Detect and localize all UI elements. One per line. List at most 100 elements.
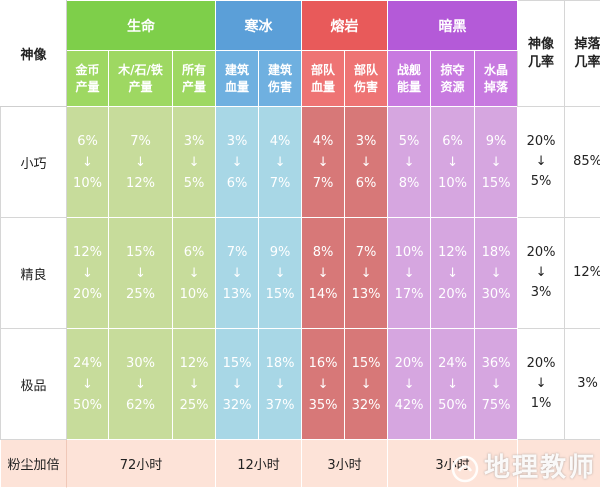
value-cell: 15%↓25% (109, 218, 173, 329)
sub-column-header: 掠夺资源 (431, 51, 475, 107)
value-cell: 5%↓8% (388, 107, 431, 218)
statue-rate-cell: 20%↓3% (518, 218, 565, 329)
statue-rate-header: 神像 几率 (518, 1, 565, 107)
value-cell: 16%↓35% (302, 329, 345, 440)
value-cell: 10%↓17% (388, 218, 431, 329)
arrow-down-icon: ↓ (67, 152, 108, 173)
group-header-ice: 寒冰 (216, 1, 302, 51)
row-label: 小巧 (1, 107, 67, 218)
statue-rate-cell: 20%↓5% (518, 107, 565, 218)
arrow-down-icon: ↓ (109, 374, 172, 395)
value-cell: 6%↓10% (67, 107, 109, 218)
value-cell: 36%↓75% (475, 329, 518, 440)
value-cell: 7%↓13% (345, 218, 388, 329)
arrow-down-icon: ↓ (518, 374, 564, 394)
statue-rate-cell: 20%↓1% (518, 329, 565, 440)
sub-column-header: 建筑伤害 (259, 51, 302, 107)
value-cell: 7%↓12% (109, 107, 173, 218)
value-cell: 8%↓14% (302, 218, 345, 329)
watermark: 地理教师 (450, 447, 596, 484)
sub-column-header: 部队血量 (302, 51, 345, 107)
arrow-down-icon: ↓ (431, 152, 474, 173)
arrow-down-icon: ↓ (259, 263, 301, 284)
value-cell: 4%↓7% (259, 107, 302, 218)
footer-label: 粉尘加倍 (1, 440, 67, 488)
value-cell: 18%↓30% (475, 218, 518, 329)
value-cell: 15%↓32% (345, 329, 388, 440)
row-label: 精良 (1, 218, 67, 329)
arrow-down-icon: ↓ (259, 374, 301, 395)
arrow-down-icon: ↓ (302, 152, 344, 173)
sub-column-header: 部队伤害 (345, 51, 388, 107)
arrow-down-icon: ↓ (345, 374, 387, 395)
arrow-down-icon: ↓ (431, 263, 474, 284)
value-cell: 18%↓37% (259, 329, 302, 440)
value-cell: 6%↓10% (431, 107, 475, 218)
value-cell: 4%↓7% (302, 107, 345, 218)
footer-life-duration: 72小时 (67, 440, 216, 488)
arrow-down-icon: ↓ (518, 263, 564, 283)
drop-rate-cell: 3% (565, 329, 600, 440)
footer-ice-duration: 12小时 (216, 440, 302, 488)
group-header-dark: 暗黑 (388, 1, 518, 51)
arrow-down-icon: ↓ (345, 263, 387, 284)
header-group-row: 神像 生命 寒冰 熔岩 暗黑 神像 几率 掉落 几率 (1, 1, 600, 51)
arrow-down-icon: ↓ (67, 263, 108, 284)
drop-rate-header: 掉落 几率 (565, 1, 600, 107)
arrow-down-icon: ↓ (431, 374, 474, 395)
header-sub-row: 金币产量木/石/铁产量所有产量建筑血量建筑伤害部队血量部队伤害战舰能量掠夺资源水… (1, 51, 600, 107)
group-header-lava: 熔岩 (302, 1, 388, 51)
arrow-down-icon: ↓ (302, 374, 344, 395)
arrow-down-icon: ↓ (475, 263, 517, 284)
value-cell: 3%↓6% (216, 107, 259, 218)
sub-column-header: 木/石/铁产量 (109, 51, 173, 107)
value-cell: 9%↓15% (475, 107, 518, 218)
corner-header: 神像 (1, 1, 67, 107)
arrow-down-icon: ↓ (388, 374, 430, 395)
value-cell: 3%↓6% (345, 107, 388, 218)
teacher-logo-icon (450, 454, 480, 484)
arrow-down-icon: ↓ (345, 152, 387, 173)
value-cell: 24%↓50% (431, 329, 475, 440)
value-cell: 20%↓42% (388, 329, 431, 440)
value-cell: 30%↓62% (109, 329, 173, 440)
arrow-down-icon: ↓ (388, 263, 430, 284)
sub-column-header: 建筑血量 (216, 51, 259, 107)
row-label: 极品 (1, 329, 67, 440)
value-cell: 12%↓20% (67, 218, 109, 329)
value-cell: 24%↓50% (67, 329, 109, 440)
value-cell: 9%↓15% (259, 218, 302, 329)
drop-rate-cell: 85% (565, 107, 600, 218)
arrow-down-icon: ↓ (475, 152, 517, 173)
sub-column-header: 所有产量 (173, 51, 216, 107)
arrow-down-icon: ↓ (259, 152, 301, 173)
arrow-down-icon: ↓ (216, 374, 258, 395)
arrow-down-icon: ↓ (475, 374, 517, 395)
value-cell: 6%↓10% (173, 218, 216, 329)
arrow-down-icon: ↓ (109, 152, 172, 173)
arrow-down-icon: ↓ (388, 152, 430, 173)
value-cell: 12%↓20% (431, 218, 475, 329)
sub-column-header: 战舰能量 (388, 51, 431, 107)
arrow-down-icon: ↓ (173, 263, 215, 284)
drop-rate-cell: 12% (565, 218, 600, 329)
sub-column-header: 金币产量 (67, 51, 109, 107)
footer-lava-duration: 3小时 (302, 440, 388, 488)
value-cell: 7%↓13% (216, 218, 259, 329)
arrow-down-icon: ↓ (67, 374, 108, 395)
arrow-down-icon: ↓ (109, 263, 172, 284)
sub-column-header: 水晶掉落 (475, 51, 518, 107)
value-cell: 15%↓32% (216, 329, 259, 440)
value-cell: 12%↓25% (173, 329, 216, 440)
arrow-down-icon: ↓ (216, 152, 258, 173)
arrow-down-icon: ↓ (302, 263, 344, 284)
arrow-down-icon: ↓ (173, 374, 215, 395)
arrow-down-icon: ↓ (216, 263, 258, 284)
value-cell: 3%↓5% (173, 107, 216, 218)
